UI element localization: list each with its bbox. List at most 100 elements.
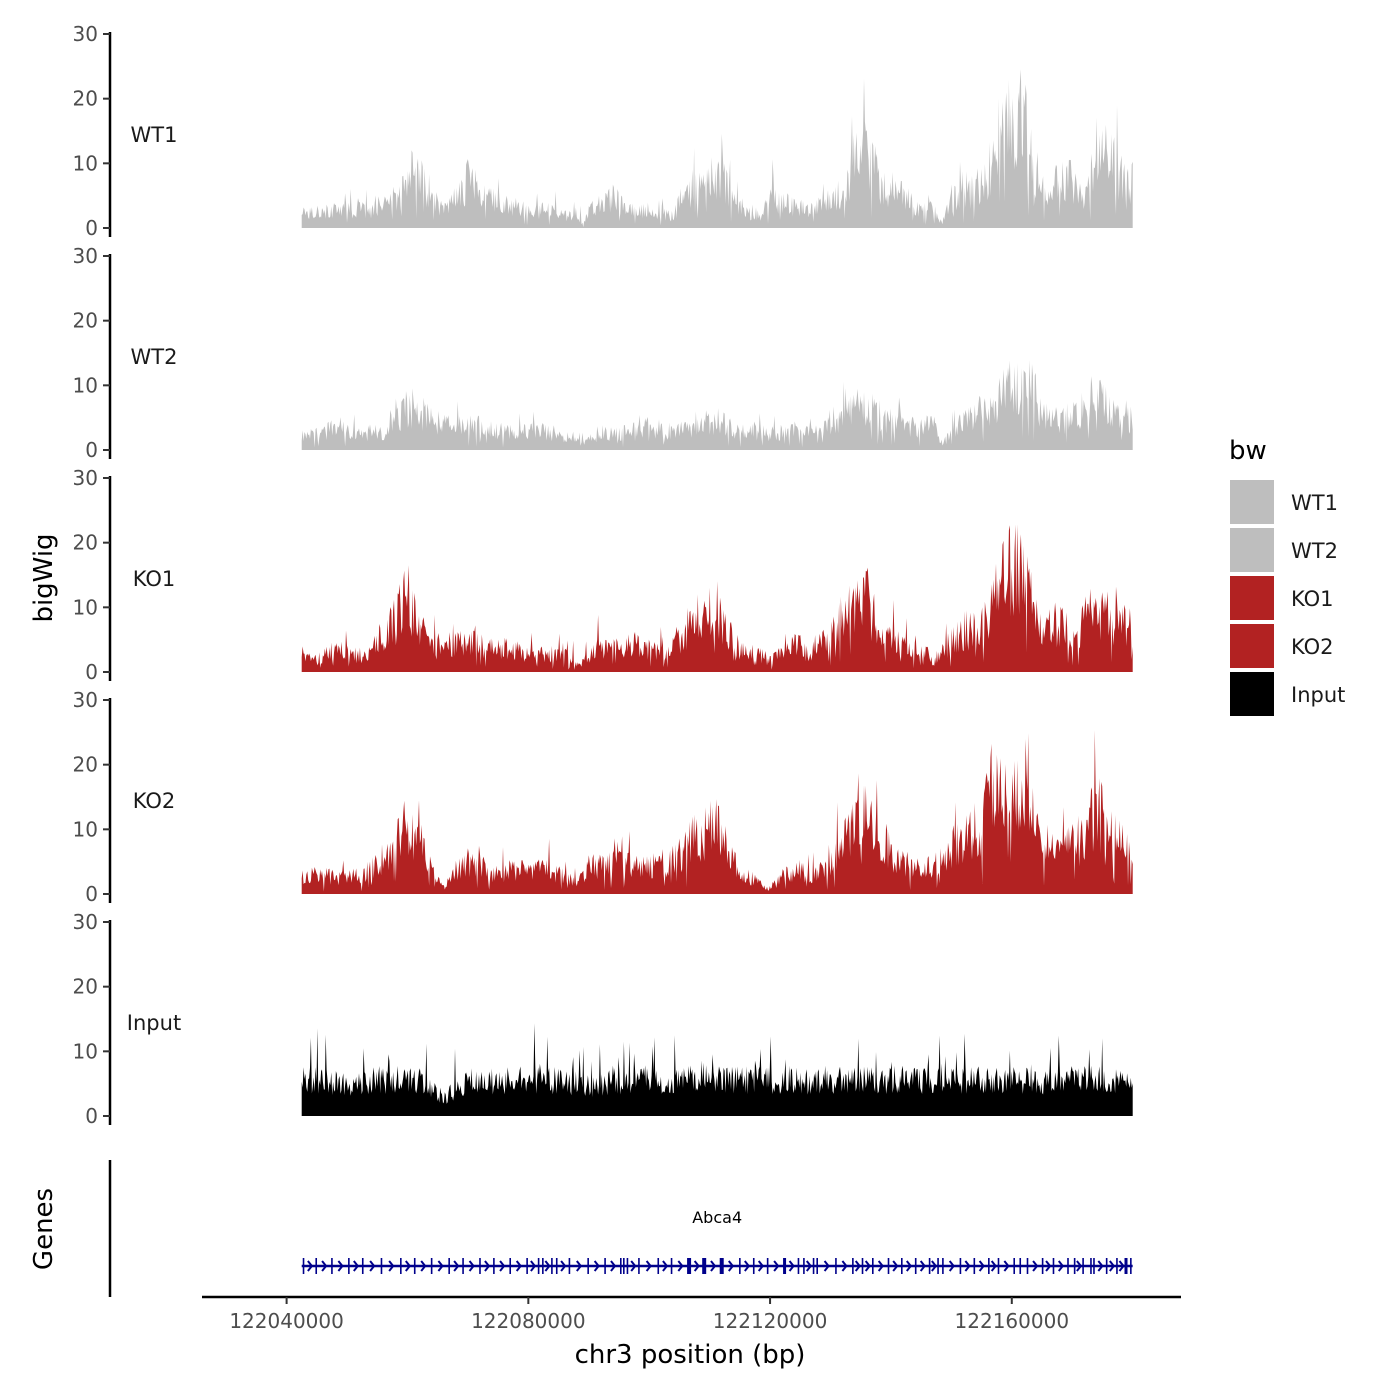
gene-exon bbox=[914, 1258, 917, 1274]
gene-exon bbox=[901, 1258, 903, 1274]
gene-exon bbox=[797, 1258, 800, 1274]
y-tick-label: 20 bbox=[73, 531, 98, 555]
gene-exon bbox=[626, 1258, 629, 1274]
y-tick-label: 30 bbox=[73, 688, 98, 712]
x-tick-label: 122040000 bbox=[229, 1309, 344, 1333]
y-tick-label: 30 bbox=[73, 244, 98, 268]
gene-exon bbox=[942, 1258, 944, 1274]
legend-label-ko2: KO2 bbox=[1291, 635, 1334, 659]
gene-exon bbox=[670, 1258, 673, 1274]
track-label-ko1: KO1 bbox=[133, 567, 176, 591]
gene-exon bbox=[348, 1258, 350, 1274]
gene-exon bbox=[1067, 1258, 1069, 1274]
strand-arrow bbox=[905, 1260, 913, 1272]
gene-exon bbox=[928, 1258, 931, 1274]
gene-exon bbox=[479, 1258, 481, 1274]
y-axis-title: bigWig bbox=[29, 533, 59, 622]
y-tick-label: 0 bbox=[85, 216, 98, 240]
strand-arrow bbox=[1057, 1260, 1065, 1272]
strand-arrow bbox=[1076, 1260, 1083, 1272]
gene-exon bbox=[1090, 1258, 1092, 1274]
gene-exon bbox=[509, 1258, 512, 1274]
y-tick-label: 30 bbox=[73, 910, 98, 934]
track-ko2: 0 10 20 30 KO2 bbox=[73, 688, 1133, 906]
gene-exon bbox=[542, 1258, 544, 1274]
gene-track-panel: Abca4 bbox=[108, 1160, 1133, 1297]
gene-exon bbox=[766, 1258, 769, 1274]
y-tick-label: 0 bbox=[85, 882, 98, 906]
track-wt1: 0 10 20 30 WT1 bbox=[73, 22, 1133, 240]
gene-exon bbox=[537, 1258, 540, 1274]
strand-arrow bbox=[1118, 1260, 1125, 1272]
strand-arrow bbox=[437, 1260, 444, 1272]
strand-arrow bbox=[404, 1260, 412, 1272]
coverage-area-ko1 bbox=[301, 524, 1133, 672]
gene-exon bbox=[493, 1258, 495, 1274]
gene-label: Abca4 bbox=[692, 1208, 742, 1227]
coverage-area-wt1 bbox=[301, 69, 1133, 229]
gene-exon bbox=[783, 1258, 787, 1274]
gene-exon bbox=[400, 1258, 402, 1274]
strand-arrow bbox=[841, 1260, 848, 1272]
gene-exon bbox=[988, 1258, 990, 1274]
gene-exon bbox=[835, 1258, 837, 1274]
gene-exon bbox=[430, 1258, 433, 1274]
gene-exon bbox=[315, 1258, 318, 1274]
strand-arrow bbox=[1045, 1260, 1052, 1272]
strand-arrow bbox=[321, 1260, 328, 1272]
gene-exon bbox=[719, 1258, 724, 1274]
gene-exon bbox=[568, 1258, 571, 1274]
gene-exon bbox=[1041, 1258, 1044, 1274]
y-tick-label: 30 bbox=[73, 22, 98, 46]
gene-exon bbox=[959, 1258, 962, 1274]
gene-exon bbox=[852, 1258, 854, 1274]
gene-exon bbox=[973, 1258, 976, 1274]
gene-exon bbox=[1073, 1258, 1076, 1274]
strand-arrow bbox=[484, 1260, 491, 1272]
strand-arrow bbox=[877, 1260, 884, 1272]
gene-exon bbox=[1093, 1258, 1095, 1274]
y-tick-label: 30 bbox=[73, 466, 98, 490]
strand-arrow bbox=[964, 1260, 971, 1272]
gene-exon bbox=[380, 1258, 383, 1274]
coverage-area-ko2 bbox=[301, 730, 1133, 894]
strand-arrow bbox=[978, 1260, 985, 1272]
strand-arrow bbox=[693, 1260, 700, 1272]
gene-exon bbox=[638, 1258, 640, 1274]
strand-arrow bbox=[823, 1260, 830, 1272]
strand-arrow bbox=[1109, 1260, 1116, 1272]
legend-title: bw bbox=[1229, 436, 1267, 466]
x-tick-label: 122160000 bbox=[955, 1309, 1070, 1333]
strand-arrow bbox=[805, 1260, 813, 1272]
gene-exon bbox=[623, 1258, 625, 1274]
strand-arrow bbox=[645, 1260, 652, 1272]
strand-arrow bbox=[854, 1260, 861, 1272]
y-tick-label: 10 bbox=[73, 1039, 98, 1063]
y-tick-label: 20 bbox=[73, 309, 98, 333]
track-label-input: Input bbox=[127, 1011, 181, 1035]
strand-arrow bbox=[710, 1260, 717, 1272]
gene-exon bbox=[657, 1258, 660, 1274]
strand-arrow bbox=[919, 1260, 926, 1272]
gene-exon bbox=[1052, 1258, 1055, 1274]
strand-arrow bbox=[576, 1260, 583, 1272]
gene-exon bbox=[687, 1258, 692, 1274]
strand-arrow bbox=[515, 1260, 522, 1272]
strand-arrow bbox=[593, 1260, 600, 1272]
gene-exon bbox=[816, 1258, 818, 1274]
legend-swatch-ko1 bbox=[1230, 576, 1274, 620]
gene-exon bbox=[812, 1258, 815, 1274]
legend-label-wt1: WT1 bbox=[1291, 491, 1338, 515]
gene-exon bbox=[871, 1258, 874, 1274]
track-label-ko2: KO2 bbox=[133, 789, 176, 813]
gene-exon bbox=[1116, 1258, 1118, 1274]
gene-exon bbox=[803, 1258, 805, 1274]
strand-arrow bbox=[610, 1260, 617, 1272]
strand-arrow bbox=[1032, 1260, 1039, 1272]
legend-label-input: Input bbox=[1291, 683, 1345, 707]
gene-exon bbox=[1124, 1258, 1128, 1274]
legend-label-ko1: KO1 bbox=[1291, 587, 1334, 611]
strand-arrow bbox=[369, 1260, 376, 1272]
strand-arrow bbox=[662, 1260, 669, 1272]
